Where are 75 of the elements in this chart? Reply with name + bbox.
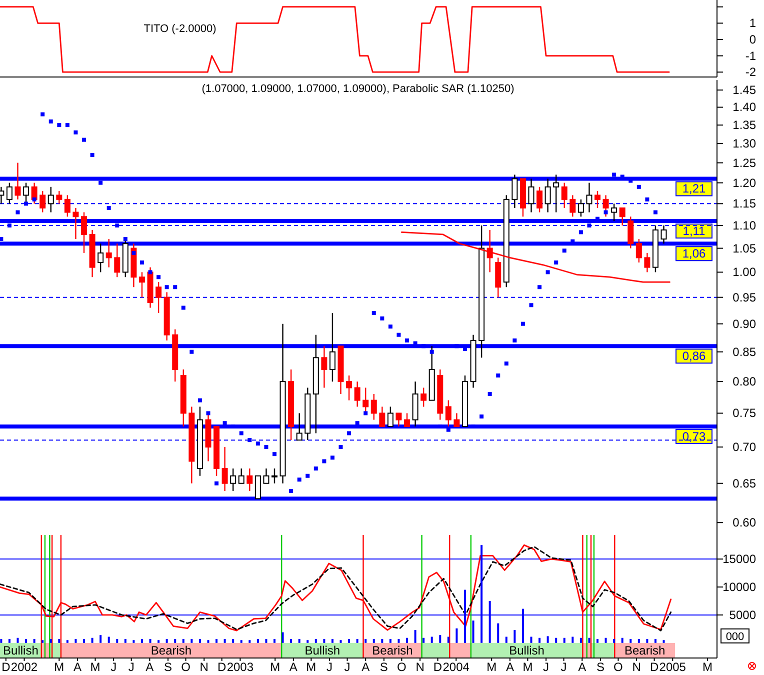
y-tick-label: 1.10 <box>732 218 756 232</box>
x-tick-label: A <box>362 660 370 674</box>
x-tick-label: D <box>433 660 442 674</box>
x-tick-label: J <box>560 660 567 674</box>
band-label: Bullish <box>509 644 544 658</box>
y-tick-label: 1.40 <box>732 100 756 114</box>
x-tick-label: A <box>73 660 82 674</box>
x-tick-label: O <box>614 660 623 674</box>
y-tick-label: 0 <box>749 32 756 46</box>
x-tick-label: A <box>289 660 298 674</box>
x-tick-label: A <box>146 660 154 674</box>
chart-title: (1.07000, 1.09000, 1.07000, 1.09000), Parabolic SAR (1.10250) <box>202 83 514 95</box>
band-label: Bullish <box>3 644 38 658</box>
x-tick-label: O <box>181 660 190 674</box>
y-tick-label: 1.00 <box>732 265 756 280</box>
y-tick-label: 0.85 <box>732 344 756 359</box>
ref-line-label: 1,11 <box>682 224 706 238</box>
x-tick-label: 2002 <box>10 660 38 674</box>
x-tick-label: N <box>200 660 208 674</box>
y-tick-label: 0.90 <box>732 316 756 331</box>
y-tick-label: 15000 <box>722 552 756 566</box>
x-tick-label: J <box>128 660 134 674</box>
band-label: Bearish <box>150 644 192 658</box>
y-tick-label: -2 <box>745 65 756 80</box>
y-tick-label: 1.15 <box>732 196 756 211</box>
ref-line-label: 1,06 <box>682 246 706 261</box>
text: TITO (-2.0000) <box>144 23 216 35</box>
x-tick-label: J <box>326 660 333 674</box>
x-tick-label: J <box>344 660 350 674</box>
x-tick-label: M <box>270 660 280 674</box>
x-tick-label: A <box>578 660 586 674</box>
x-tick-label: O <box>397 660 406 674</box>
y-tick-label: 5000 <box>729 608 756 622</box>
y-tick-label: 1.05 <box>732 241 756 256</box>
x-tick-label: 2003 <box>226 660 254 674</box>
ref-line-label: 0,86 <box>682 349 706 364</box>
x-tick-label: J <box>110 660 117 674</box>
x-tick-label: M <box>702 660 713 674</box>
y-tick-label: -1 <box>745 48 756 63</box>
y-tick-label: 0.95 <box>732 290 756 304</box>
y-tick-label: 1.20 <box>732 176 756 190</box>
x-tick-label: D <box>218 660 227 674</box>
y-tick-label: 0.80 <box>732 374 756 389</box>
band-label: Bearish <box>624 644 666 658</box>
y-tick-label: 1.25 <box>732 156 756 170</box>
x-tick-label: 2005 <box>659 660 686 674</box>
band-label: Bullish <box>304 644 340 658</box>
x-tick-label: 2004 <box>442 660 470 674</box>
x-tick-label: D <box>2 660 11 674</box>
x-tick-label: M <box>522 660 533 674</box>
y-tick-label: 10000 <box>722 580 756 594</box>
y-tick-label: 0.65 <box>732 476 756 490</box>
ref-line-label: 0,73 <box>682 429 706 444</box>
x-tick-label: S <box>596 660 604 674</box>
y-tick-label: 1.45 <box>732 83 756 98</box>
x-tick-label: D <box>650 660 659 674</box>
x-tick-label: M <box>54 660 64 674</box>
y-tick-label: 1.35 <box>732 118 756 132</box>
y-tick-label: 0.75 <box>732 406 756 420</box>
x-tick-label: M <box>306 660 316 674</box>
x-tick-label: N <box>416 660 424 674</box>
ref-line-label: 1,21 <box>682 182 706 196</box>
y-tick-label: 0.60 <box>732 516 756 530</box>
text: 000 <box>726 630 744 643</box>
x-tick-label: M <box>486 660 497 674</box>
y-tick-label: 1 <box>749 16 756 30</box>
x-tick-label: S <box>380 660 388 674</box>
x-tick-label: S <box>164 660 172 674</box>
y-tick-label: 0.70 <box>732 440 756 454</box>
x-tick-label: N <box>632 660 641 674</box>
band-label: Bearish <box>372 644 413 658</box>
x-tick-label: J <box>543 660 550 674</box>
y-tick-label: 1.30 <box>732 136 756 151</box>
x-tick-label: A <box>506 660 514 674</box>
x-tick-label: M <box>90 660 100 674</box>
